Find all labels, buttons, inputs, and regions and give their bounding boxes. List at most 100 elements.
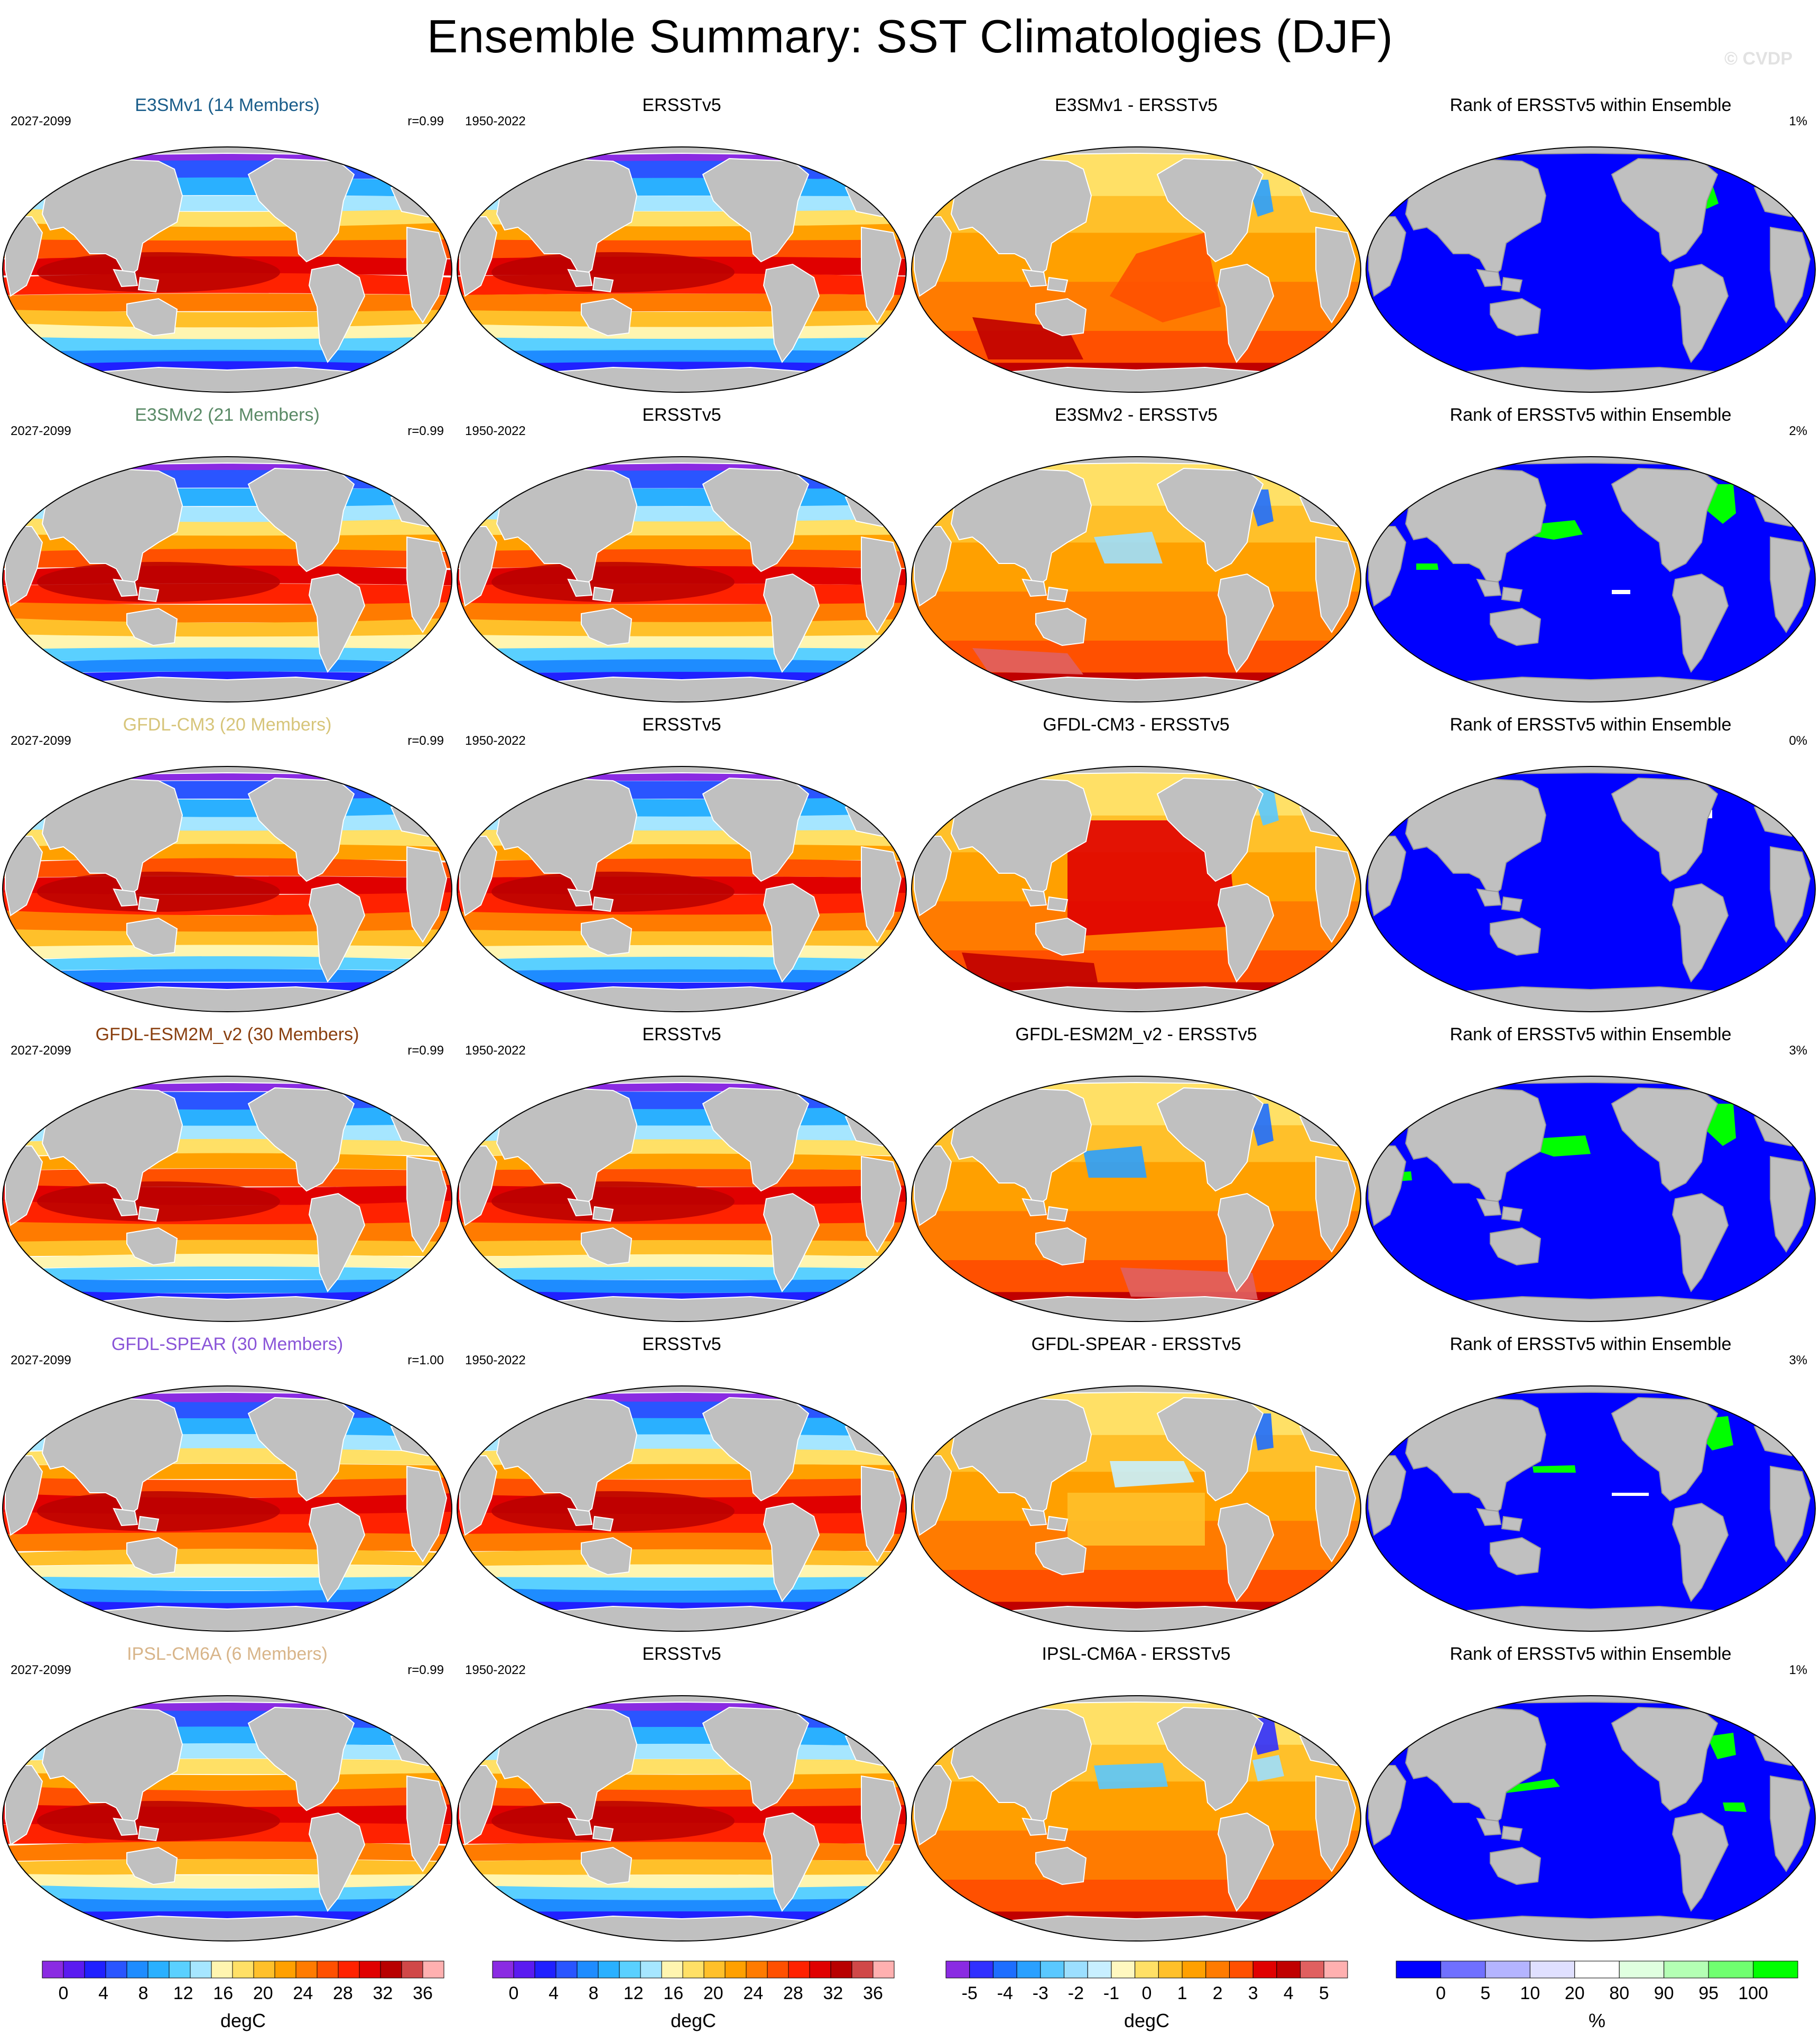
sst-band bbox=[3, 160, 452, 180]
colorbar-tick-label: 2 bbox=[1213, 1983, 1223, 2003]
rank-high-patch bbox=[1533, 1465, 1576, 1473]
map-svg bbox=[911, 456, 1361, 702]
colorbar-unit: % bbox=[1588, 2010, 1605, 2031]
land-mass bbox=[126, 1227, 178, 1266]
rank-field bbox=[1366, 1386, 1815, 1631]
land-mass bbox=[1469, 1696, 1713, 1704]
rank-percent: 3% bbox=[1789, 1043, 1807, 1058]
sst-band bbox=[457, 293, 906, 312]
diff-title: GFDL-ESM2M_v2 - ERSSTv5 bbox=[1015, 1024, 1257, 1044]
land-mass bbox=[308, 263, 366, 363]
land-mass bbox=[1490, 1537, 1542, 1576]
colorbar-tick-label: 16 bbox=[663, 1983, 683, 2003]
land-mass bbox=[1022, 269, 1069, 293]
pattern-correlation: r=1.00 bbox=[407, 1353, 444, 1367]
land-mass bbox=[1315, 1465, 1357, 1563]
obs-panel-2: ERSSTv5 1950-2022 bbox=[454, 405, 909, 715]
map-border bbox=[1366, 1695, 1816, 1942]
obs-title: ERSSTv5 bbox=[642, 715, 721, 735]
land-mass bbox=[1217, 1192, 1275, 1292]
sst-band bbox=[3, 1222, 452, 1242]
land-mass bbox=[89, 1605, 365, 1631]
colorbar-tick-label: -1 bbox=[1103, 1983, 1119, 2003]
colorbar-tick-label: 20 bbox=[253, 1983, 273, 2003]
colorbar-swatch bbox=[126, 1961, 148, 1979]
model-title: GFDL-ESM2M_v2 (30 Members) bbox=[95, 1024, 359, 1044]
sst-band bbox=[457, 161, 906, 180]
land-mass bbox=[1014, 457, 1258, 465]
rank-panel-1: Rank of ERSSTv5 within Ensemble 1% bbox=[1363, 95, 1818, 405]
map-border bbox=[911, 146, 1361, 393]
rank-high-patch bbox=[1707, 1733, 1736, 1759]
sst-band bbox=[457, 603, 906, 622]
model-panel-1: E3SMv1 (14 Members) 2027-2099 r=0.99 bbox=[0, 95, 454, 405]
land-mass bbox=[861, 1155, 902, 1253]
watermark: © CVDP bbox=[1724, 49, 1793, 69]
anomaly-patch bbox=[962, 953, 1099, 990]
colorbar-swatch bbox=[577, 1961, 599, 1979]
anomaly-patch bbox=[1067, 820, 1237, 937]
land-mass bbox=[126, 1846, 178, 1885]
sst-band bbox=[3, 781, 452, 800]
land-mass bbox=[105, 1076, 349, 1085]
colorbar-swatch bbox=[105, 1961, 127, 1979]
land-mass bbox=[763, 1192, 820, 1292]
obs-title: ERSSTv5 bbox=[642, 1644, 721, 1664]
land-mass bbox=[1368, 216, 1407, 297]
colorbar-tick-label: 32 bbox=[373, 1983, 393, 2003]
land-mass bbox=[5, 1455, 43, 1536]
model-panel-4: GFDL-ESM2M_v2 (30 Members) 2027-2099 r=0.9… bbox=[0, 1024, 454, 1334]
land-mass bbox=[1315, 1155, 1357, 1253]
diff-title: GFDL-SPEAR - ERSSTv5 bbox=[1031, 1334, 1241, 1354]
obs-panel-1: ERSSTv5 1950-2022 bbox=[454, 95, 909, 405]
rank-panel-4: Rank of ERSSTv5 within Ensemble 3% bbox=[1363, 1024, 1818, 1334]
land-mass bbox=[914, 216, 952, 297]
rank-title: Rank of ERSSTv5 within Ensemble bbox=[1450, 95, 1732, 115]
anomaly-patch bbox=[1252, 1755, 1284, 1781]
sst-band bbox=[3, 1586, 452, 1604]
period-label: 2027-2099 bbox=[11, 1353, 71, 1367]
colorbar-tick-label: 32 bbox=[823, 1983, 843, 2003]
land-mass bbox=[1368, 836, 1407, 917]
land-mass bbox=[1014, 766, 1258, 775]
land-mass bbox=[406, 536, 448, 633]
land-mass bbox=[1014, 1696, 1258, 1704]
land-mass bbox=[763, 1812, 820, 1912]
sst-band bbox=[3, 602, 452, 623]
land-mass bbox=[406, 1775, 448, 1872]
sst-band bbox=[457, 956, 906, 972]
map-svg bbox=[457, 1076, 907, 1322]
colorbar-tick-label: 20 bbox=[703, 1983, 723, 2003]
rank-title: Rank of ERSSTv5 within Ensemble bbox=[1450, 1024, 1732, 1044]
colorbar-swatch bbox=[767, 1961, 789, 1979]
land-mass bbox=[5, 216, 43, 297]
land-mass bbox=[89, 366, 365, 392]
rank-percent: 2% bbox=[1789, 424, 1807, 438]
land-mass bbox=[544, 676, 820, 702]
land-mass bbox=[308, 1502, 366, 1602]
land-mass bbox=[1453, 676, 1729, 702]
colorbar-tick-label: 10 bbox=[1520, 1983, 1540, 2003]
land-mass bbox=[1490, 607, 1542, 646]
sst-band bbox=[457, 1859, 906, 1876]
land-mass bbox=[113, 888, 160, 912]
sst-band bbox=[3, 293, 452, 312]
map-svg bbox=[911, 1695, 1361, 1942]
land-mass bbox=[1672, 883, 1729, 983]
land-mass bbox=[581, 298, 633, 337]
colorbar-swatch bbox=[1087, 1961, 1112, 1979]
obs-title: ERSSTv5 bbox=[642, 95, 721, 115]
sst-band bbox=[3, 239, 452, 258]
colorbar-swatch bbox=[1664, 1961, 1709, 1979]
warm-pool bbox=[491, 252, 735, 292]
sst-band bbox=[457, 969, 906, 984]
sst-band bbox=[3, 1532, 452, 1551]
rank-mid-patch bbox=[1612, 590, 1630, 594]
land-mass bbox=[861, 846, 902, 943]
colorbar-1: 0 4 8 12 16 20 24 28 32 36 degC bbox=[32, 1950, 454, 2040]
obs-title: ERSSTv5 bbox=[642, 1024, 721, 1044]
colorbar-swatch bbox=[1182, 1961, 1206, 1979]
rank-panel-6: Rank of ERSSTv5 within Ensemble 1% bbox=[1363, 1644, 1818, 1954]
map-border bbox=[457, 1695, 907, 1942]
map-border bbox=[2, 1076, 452, 1322]
